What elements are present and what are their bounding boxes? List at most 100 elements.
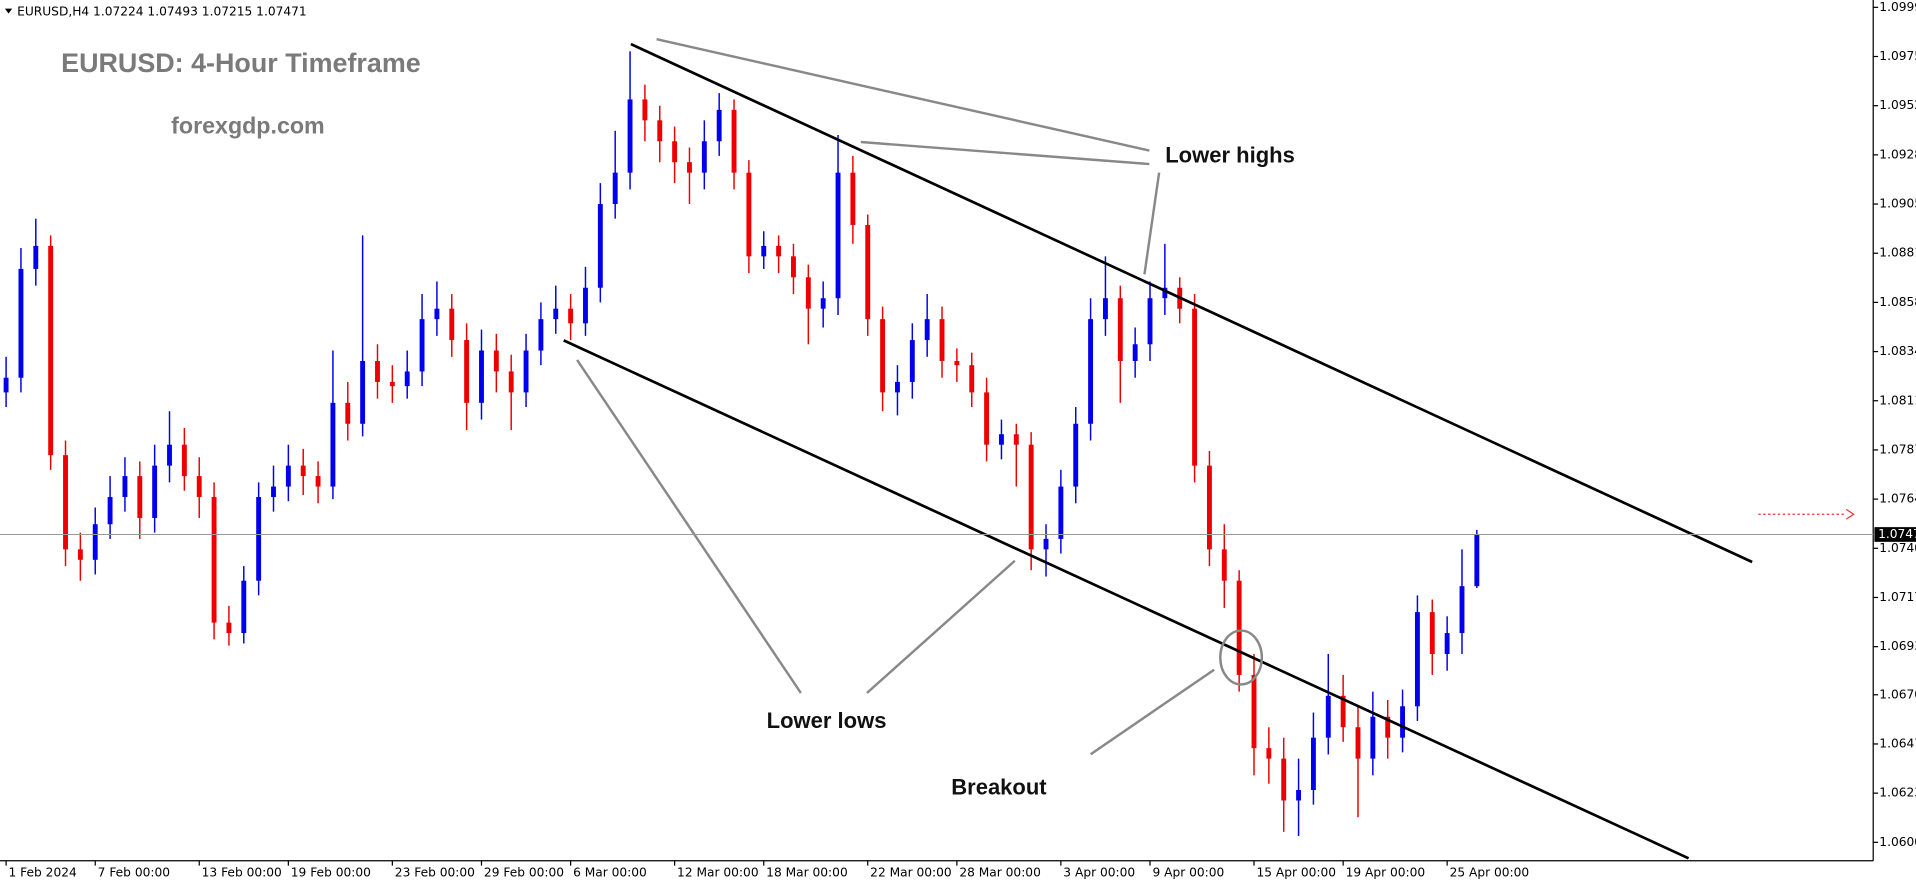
y-tick-label: 1.08345: [1879, 344, 1916, 358]
candle-body: [1310, 737, 1316, 791]
pointer-line: [576, 359, 802, 694]
candle-body: [167, 444, 172, 466]
y-tick-label: 1.07170: [1879, 590, 1916, 604]
lower-trendline: [563, 339, 1690, 860]
x-tick-label: 15 Apr 00:00: [1256, 865, 1336, 879]
breakout-circle: [1219, 629, 1264, 686]
candle-body: [1400, 706, 1406, 738]
candle-body: [1058, 486, 1064, 539]
candle-body: [1355, 727, 1361, 759]
candle-body: [107, 497, 113, 525]
candle-body: [315, 476, 321, 487]
pointer-line: [656, 37, 1150, 152]
candle-body: [1221, 549, 1227, 581]
pointer-line: [1089, 668, 1215, 756]
x-tick-label: 19 Feb 00:00: [291, 865, 371, 879]
candle-body: [419, 319, 425, 372]
candle-body: [731, 109, 737, 173]
y-tick-label: 1.09520: [1879, 98, 1916, 112]
candle-body: [226, 622, 232, 634]
candle-body: [211, 497, 217, 623]
candle-body: [196, 476, 202, 498]
candle-body: [1459, 586, 1465, 634]
y-tick-label: 1.06470: [1879, 736, 1916, 750]
candle-body: [1028, 444, 1034, 550]
candle-body: [300, 465, 306, 477]
x-tick-label: 3 Apr 00:00: [1063, 865, 1135, 879]
candle-body: [1043, 538, 1049, 550]
x-tick-label: 7 Feb 00:00: [98, 865, 170, 879]
last-price-box: [1874, 527, 1916, 542]
y-tick-label: 1.06235: [1879, 786, 1916, 800]
candle-body: [746, 172, 752, 257]
y-tick-label: 1.08815: [1879, 246, 1916, 260]
candle-body: [568, 308, 574, 324]
candle-body: [1266, 748, 1272, 759]
header: EURUSD,H4 1.07224 1.07493 1.07215 1.0747…: [17, 5, 307, 19]
candle-body: [1325, 695, 1331, 738]
candle-body: [122, 476, 128, 498]
candle-body: [1251, 674, 1257, 749]
candle-body: [1296, 790, 1302, 801]
pointers: [576, 37, 1215, 756]
upper-trendline: [630, 42, 1753, 564]
x-tick-label: 13 Feb 00:00: [202, 865, 282, 879]
candle-body: [285, 465, 291, 487]
candle-body: [597, 204, 603, 288]
annotation: Lower lows: [767, 708, 887, 733]
x-tick-label: 1 Feb 2024: [9, 865, 77, 879]
y-tick-label: 1.08580: [1879, 295, 1916, 309]
candle-body: [181, 444, 187, 477]
candle-body: [1088, 319, 1094, 424]
candle-body: [1132, 344, 1138, 361]
candle-body: [523, 350, 529, 393]
candle-body: [924, 319, 930, 341]
candle-body: [672, 141, 678, 163]
candle-body: [805, 277, 811, 309]
candle-body: [479, 350, 484, 403]
candle-body: [1192, 308, 1198, 466]
y-tick-label: 1.07640: [1879, 492, 1916, 506]
candle-body: [553, 308, 559, 320]
x-tick-label: 6 Mar 00:00: [573, 865, 647, 879]
chart-title: EURUSD: 4-Hour Timeframe: [61, 48, 421, 78]
candle-body: [464, 340, 470, 403]
candle-body: [657, 120, 663, 142]
candle-body: [63, 455, 68, 550]
candle-body: [404, 371, 410, 387]
annotation: Lower highs: [1165, 143, 1295, 168]
candle-body: [865, 224, 871, 320]
y-tick-label: 1.07405: [1879, 541, 1916, 555]
y-tick-label: 1.09755: [1879, 49, 1916, 63]
candle-body: [850, 172, 856, 225]
x-tick-label: 23 Feb 00:00: [395, 865, 475, 879]
pointer-line: [1143, 172, 1161, 275]
candle-body: [508, 371, 514, 393]
candle-body: [1147, 298, 1153, 345]
candle-body: [969, 365, 975, 393]
candle-body: [776, 245, 782, 257]
y-tick-label: 1.06705: [1879, 687, 1916, 701]
candle-body: [761, 245, 767, 257]
candle-body: [1444, 633, 1450, 654]
candle-body: [360, 360, 366, 424]
candle-body: [493, 350, 499, 372]
candle-body: [1474, 534, 1480, 587]
candle-body: [33, 245, 39, 269]
candle-body: [939, 319, 945, 361]
candle-body: [716, 109, 722, 142]
header-triangle: [4, 8, 13, 14]
candle-body: [1206, 465, 1212, 550]
candle-body: [1073, 423, 1079, 487]
candle-body: [880, 319, 886, 393]
y-tick-label: 1.07875: [1879, 442, 1916, 456]
candle-body: [1370, 716, 1376, 759]
y-tick-label: 1.09990: [1879, 0, 1916, 14]
last-price-label: 1.07471: [1878, 527, 1916, 541]
candle-body: [330, 402, 336, 487]
candle-body: [375, 360, 380, 382]
x-tick-label: 9 Apr 00:00: [1152, 865, 1224, 879]
candle-body: [954, 360, 960, 366]
candle-body: [1162, 287, 1168, 299]
